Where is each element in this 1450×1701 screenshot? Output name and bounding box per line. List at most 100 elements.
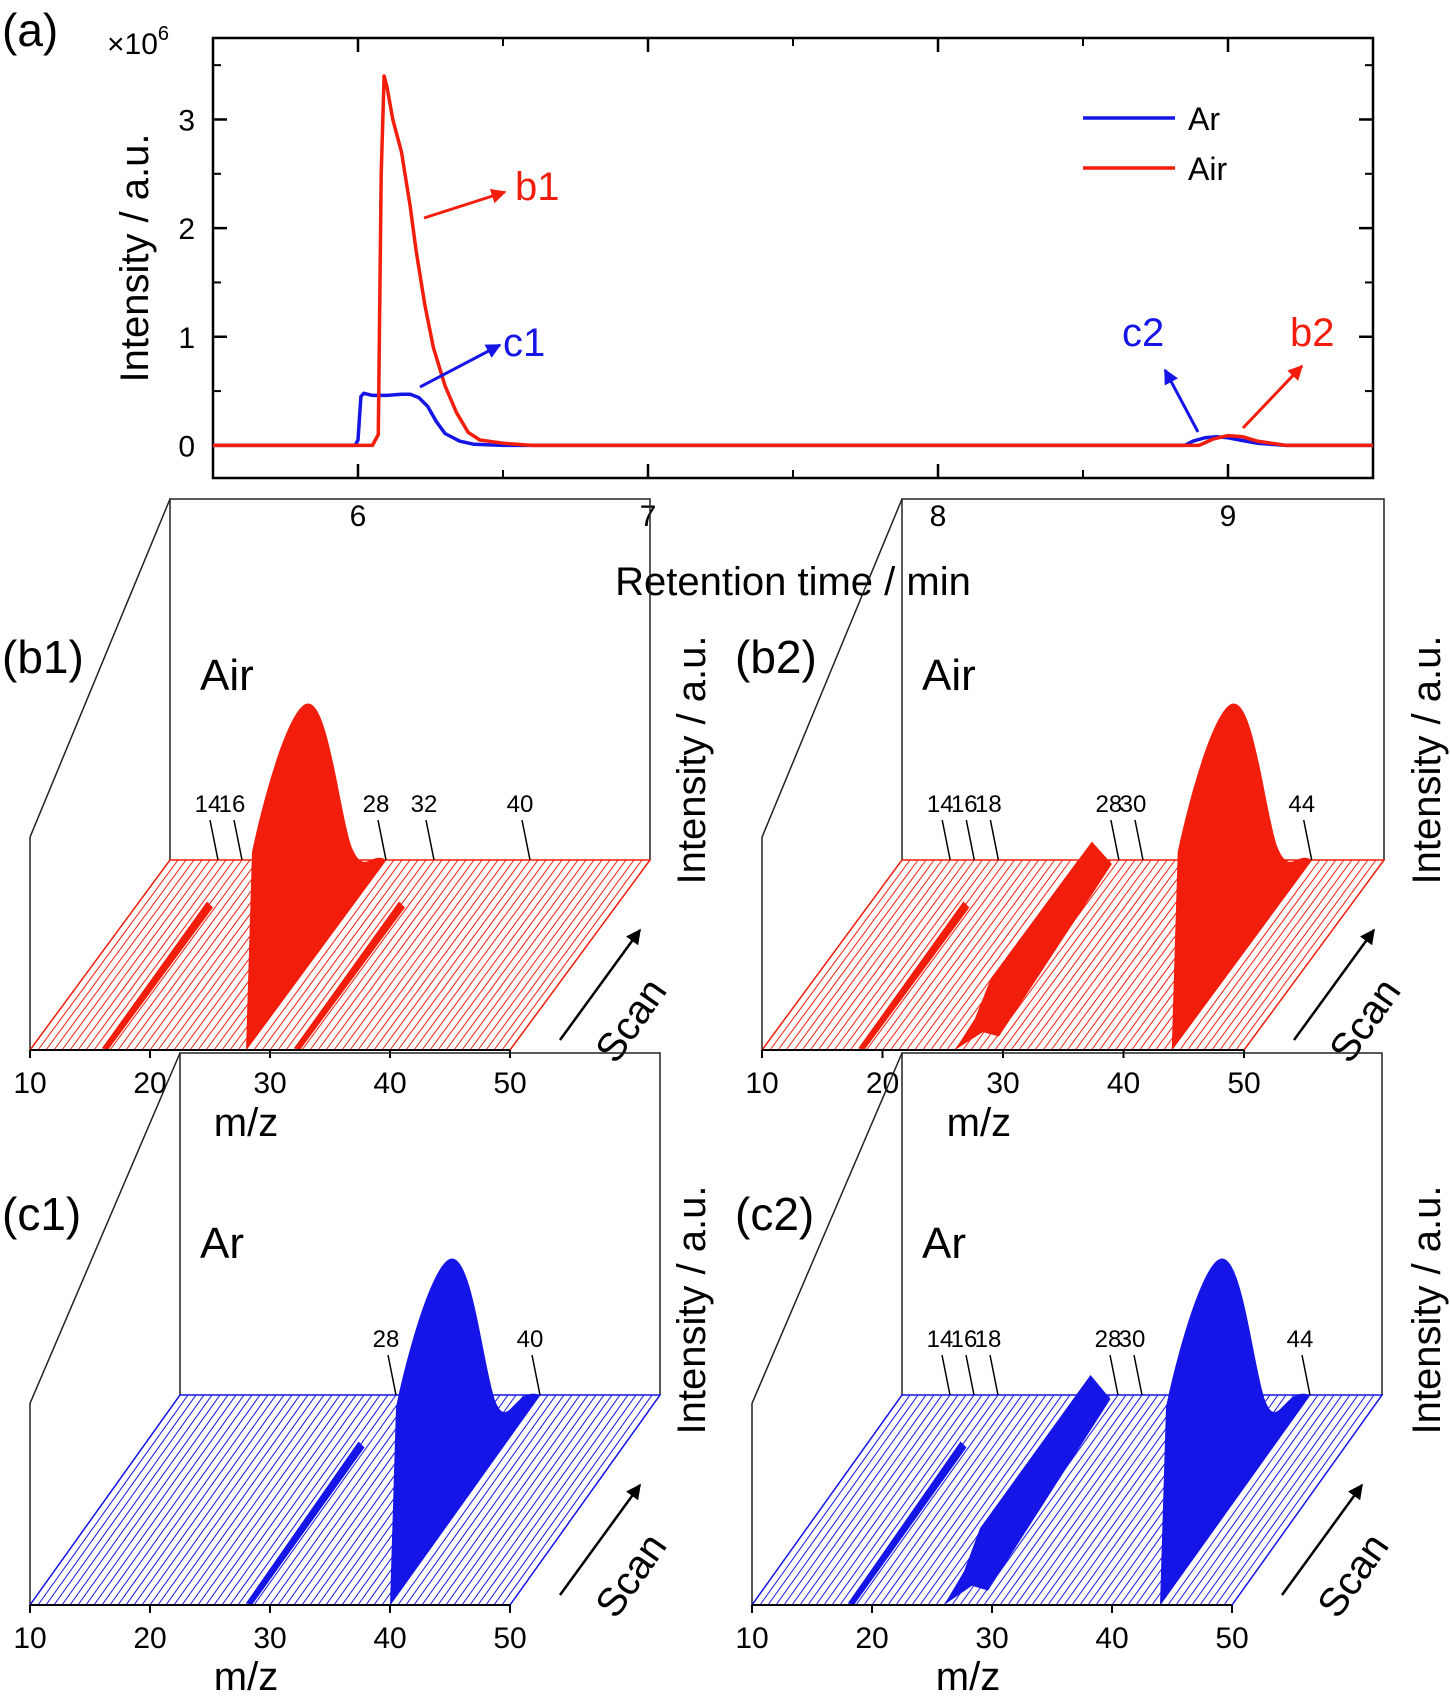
peak-label-leader bbox=[965, 819, 976, 861]
scan-arrow bbox=[1292, 928, 1376, 1041]
mz-tick-label: 20 bbox=[133, 1067, 166, 1100]
mz-axis-title: m/z bbox=[214, 1655, 278, 1699]
peak-label-14: 14 bbox=[927, 791, 954, 818]
hatch-line bbox=[253, 859, 395, 1051]
hatch-line bbox=[61, 1394, 213, 1606]
peak-label-44: 44 bbox=[1288, 791, 1315, 818]
peak-label-32: 32 bbox=[411, 791, 438, 818]
hatch-line bbox=[759, 1394, 911, 1606]
hatch-line bbox=[349, 859, 491, 1051]
hatch-line bbox=[373, 859, 515, 1051]
panel-label-b2: (b2) bbox=[735, 631, 817, 683]
hatch-line bbox=[793, 859, 935, 1051]
hatch-line bbox=[817, 859, 959, 1051]
hatch-line bbox=[1223, 1394, 1375, 1606]
hatch-line bbox=[777, 859, 919, 1051]
hatch-line bbox=[389, 859, 531, 1051]
peak-hump bbox=[1171, 703, 1312, 1050]
exponent-label: ×106 bbox=[107, 23, 169, 61]
hatch-line bbox=[485, 859, 627, 1051]
hatch-line bbox=[197, 1394, 349, 1606]
hatch-line bbox=[825, 859, 967, 1051]
side-wall bbox=[29, 1052, 181, 1605]
peak-mz-44 bbox=[1160, 1258, 1310, 1605]
hatch-line bbox=[453, 1394, 605, 1606]
hatch-line bbox=[914, 859, 1056, 1051]
peak-label-28: 28 bbox=[373, 1326, 400, 1353]
hatch-line bbox=[461, 1394, 613, 1606]
hatch-line bbox=[799, 1394, 951, 1606]
mz-tick-label: 40 bbox=[373, 1067, 406, 1100]
back-wall bbox=[169, 498, 651, 860]
hatch-line bbox=[922, 859, 1064, 1051]
hatch-line bbox=[29, 1394, 181, 1606]
hatch-line bbox=[1187, 859, 1329, 1051]
mz-tick-label: 40 bbox=[1107, 1067, 1140, 1100]
hatch-line bbox=[1034, 859, 1176, 1051]
peak-label-14: 14 bbox=[195, 791, 222, 818]
hatch-line bbox=[437, 1394, 589, 1606]
hatch-line bbox=[761, 859, 903, 1051]
hatch-line bbox=[1231, 1394, 1383, 1606]
peak-label-leader bbox=[1301, 1354, 1311, 1396]
hatch-line bbox=[125, 859, 267, 1051]
gas-label-c1: Ar bbox=[200, 1219, 244, 1268]
hatch-line bbox=[1243, 859, 1385, 1051]
hatch-line bbox=[831, 1394, 983, 1606]
hatch-line bbox=[301, 859, 443, 1051]
hatch-line bbox=[841, 859, 983, 1051]
side-wall bbox=[761, 498, 903, 1050]
hatch-line bbox=[895, 1394, 1047, 1606]
hatch-line bbox=[77, 859, 219, 1051]
peak-label-16: 16 bbox=[219, 791, 246, 818]
peak-label-leader bbox=[989, 1354, 999, 1396]
annotation-arrow-b1 bbox=[423, 188, 507, 220]
panel-label-b1: (b1) bbox=[2, 631, 84, 683]
peak-wedge bbox=[954, 841, 1112, 1050]
hatch-line bbox=[109, 859, 251, 1051]
hatch-line bbox=[501, 859, 643, 1051]
hatch-line bbox=[181, 1394, 333, 1606]
hatch-line bbox=[125, 1394, 277, 1606]
peak-mz-44 bbox=[1171, 703, 1312, 1050]
hatch-line bbox=[509, 859, 651, 1051]
hatch-line bbox=[213, 1394, 365, 1606]
gas-label-c2: Ar bbox=[922, 1219, 966, 1268]
hatch-line bbox=[477, 1394, 629, 1606]
peak-ridge bbox=[294, 901, 405, 1050]
hatch-line bbox=[1207, 1394, 1359, 1606]
x-tick-label: 7 bbox=[640, 500, 657, 533]
hatch-line bbox=[1058, 859, 1200, 1051]
gas-label-b1: Air bbox=[200, 651, 254, 700]
hatch-line bbox=[85, 859, 227, 1051]
hatch-line bbox=[93, 1394, 245, 1606]
hatch-line bbox=[501, 1394, 653, 1606]
hatch-line bbox=[285, 859, 427, 1051]
hatch-line bbox=[477, 859, 619, 1051]
peak-wedge bbox=[944, 1375, 1111, 1605]
peak-label-leader bbox=[233, 819, 243, 861]
back-wall bbox=[901, 498, 1385, 860]
hatch-line bbox=[791, 1394, 943, 1606]
y-tick-label: 1 bbox=[178, 322, 195, 355]
peak-label-leader bbox=[965, 1354, 975, 1396]
peak-label-leader bbox=[941, 819, 951, 861]
peak-label-leader bbox=[1133, 1354, 1143, 1396]
mz-tick-label: 10 bbox=[745, 1067, 778, 1100]
hatch-line bbox=[53, 859, 195, 1051]
hatch-line bbox=[261, 1394, 413, 1606]
mz-tick-label: 50 bbox=[493, 1622, 526, 1655]
hatch-line bbox=[341, 859, 483, 1051]
annotation-b1: b1 bbox=[515, 165, 560, 209]
hatch-line bbox=[69, 859, 211, 1051]
hatch-line bbox=[1183, 1394, 1335, 1606]
mz-tick-label: 30 bbox=[986, 1067, 1019, 1100]
y-tick-label: 2 bbox=[178, 213, 195, 246]
hatch-line bbox=[1026, 859, 1168, 1051]
hatch-line bbox=[1015, 1394, 1167, 1606]
peak-label-18: 18 bbox=[975, 1326, 1002, 1353]
hatch-line bbox=[37, 1394, 189, 1606]
mz-tick-label: 30 bbox=[975, 1622, 1008, 1655]
